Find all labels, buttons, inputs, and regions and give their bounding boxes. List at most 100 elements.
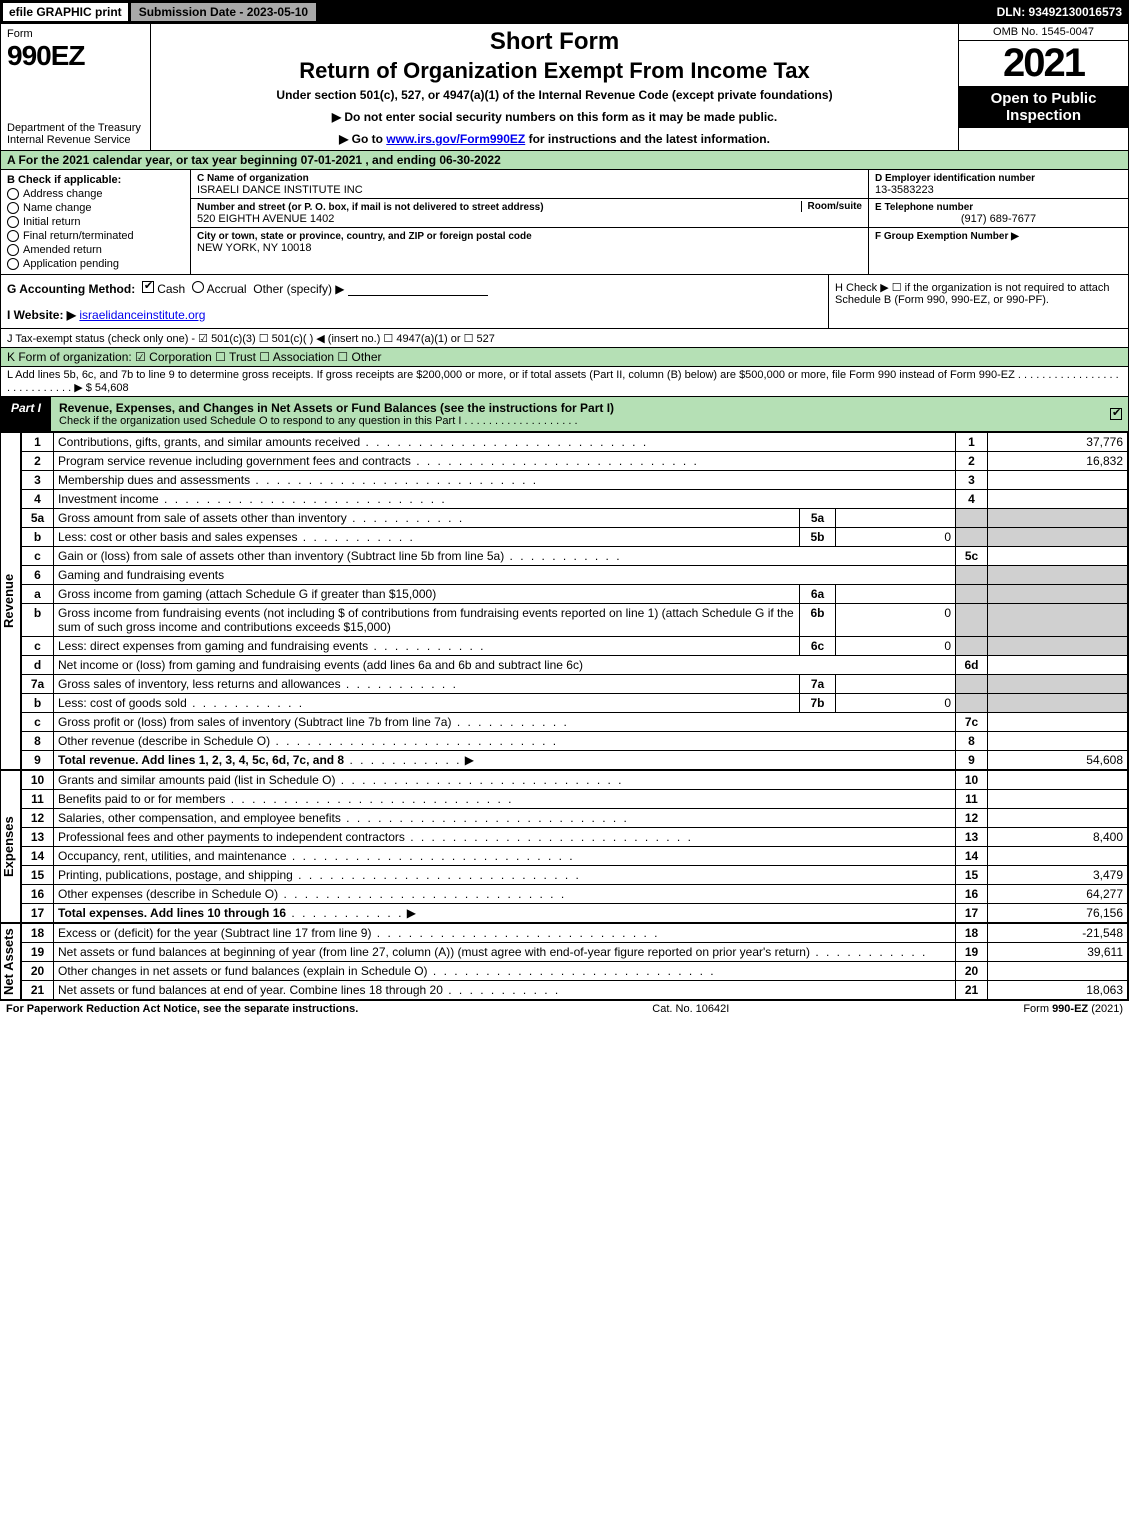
irs-link[interactable]: www.irs.gov/Form990EZ <box>386 132 525 146</box>
city-state-zip: NEW YORK, NY 10018 <box>197 242 312 254</box>
side-revenue: Revenue <box>1 432 21 770</box>
ein-label: D Employer identification number <box>875 173 1035 184</box>
chk-address-change[interactable]: Address change <box>7 188 184 200</box>
arrow2-post: for instructions and the latest informat… <box>525 132 770 146</box>
department: Department of the Treasury Internal Reve… <box>7 122 144 146</box>
ein-value: 13-3583223 <box>875 184 934 196</box>
expenses-group: Expenses 10Grants and similar amounts pa… <box>1 770 1128 923</box>
submission-date: Submission Date - 2023-05-10 <box>130 2 317 22</box>
line-9: 9Total revenue. Add lines 1, 2, 3, 4, 5c… <box>22 751 1128 770</box>
row-l-gross-receipts: L Add lines 5b, 6c, and 7b to line 9 to … <box>1 367 1128 397</box>
line-6c: cLess: direct expenses from gaming and f… <box>22 637 1128 656</box>
part1-schedule-o-check[interactable] <box>1110 408 1122 420</box>
i-website-label: I Website: ▶ <box>7 308 76 322</box>
section-bcdef: B Check if applicable: Address change Na… <box>1 170 1128 275</box>
line-21: 21Net assets or fund balances at end of … <box>22 981 1128 1000</box>
org-name: ISRAELI DANCE INSTITUTE INC <box>197 184 363 196</box>
line-6: 6Gaming and fundraising events <box>22 566 1128 585</box>
f-group-exemption: F Group Exemption Number ▶ <box>869 228 1128 244</box>
line-3: 3Membership dues and assessments3 <box>22 471 1128 490</box>
footer-center: Cat. No. 10642I <box>652 1003 729 1015</box>
c-city: City or town, state or province, country… <box>191 228 868 256</box>
footer: For Paperwork Reduction Act Notice, see … <box>0 1001 1129 1017</box>
line-19: 19Net assets or fund balances at beginni… <box>22 943 1128 962</box>
line-1: 1Contributions, gifts, grants, and simil… <box>22 433 1128 452</box>
netassets-table: 18Excess or (deficit) for the year (Subt… <box>21 923 1128 1000</box>
h-check: H Check ▶ ☐ if the organization is not r… <box>828 275 1128 328</box>
chk-initial-return[interactable]: Initial return <box>7 216 184 228</box>
tel-value: (917) 689-7677 <box>875 213 1122 225</box>
line-2: 2Program service revenue including gover… <box>22 452 1128 471</box>
website-link[interactable]: israelidanceinstitute.org <box>79 308 205 322</box>
row-a-tax-year: A For the 2021 calendar year, or tax yea… <box>1 151 1128 170</box>
line-6b: bGross income from fundraising events (n… <box>22 604 1128 637</box>
c-street: Number and street (or P. O. box, if mail… <box>191 199 868 228</box>
g-accounting: G Accounting Method: Cash Accrual Other … <box>1 275 828 328</box>
chk-amended-return[interactable]: Amended return <box>7 244 184 256</box>
part-1-title: Revenue, Expenses, and Changes in Net As… <box>51 397 1104 431</box>
e-telephone: E Telephone number (917) 689-7677 <box>869 199 1128 228</box>
form-number: 990EZ <box>7 40 144 72</box>
arrow-line-2: ▶ Go to www.irs.gov/Form990EZ for instru… <box>161 132 948 146</box>
b-header: B Check if applicable: <box>7 174 184 186</box>
line-18: 18Excess or (deficit) for the year (Subt… <box>22 924 1128 943</box>
line-14: 14Occupancy, rent, utilities, and mainte… <box>22 847 1128 866</box>
dln: DLN: 93492130016573 <box>991 3 1128 21</box>
chk-final-return[interactable]: Final return/terminated <box>7 230 184 242</box>
col-b: B Check if applicable: Address change Na… <box>1 170 191 274</box>
arrow2-pre: ▶ Go to <box>339 132 386 146</box>
d-ein: D Employer identification number 13-3583… <box>869 170 1128 199</box>
other-specify-blank <box>348 284 488 296</box>
c-street-label: Number and street (or P. O. box, if mail… <box>197 202 544 213</box>
chk-accrual[interactable] <box>192 281 204 293</box>
footer-right: Form 990-EZ (2021) <box>1023 1003 1123 1015</box>
form-990ez: efile GRAPHIC print Submission Date - 20… <box>0 0 1129 1001</box>
part-1-sub: Check if the organization used Schedule … <box>59 415 1096 427</box>
netassets-group: Net Assets 18Excess or (deficit) for the… <box>1 923 1128 1000</box>
line-17: 17Total expenses. Add lines 10 through 1… <box>22 904 1128 923</box>
c-name: C Name of organization ISRAELI DANCE INS… <box>191 170 868 199</box>
chk-name-change[interactable]: Name change <box>7 202 184 214</box>
arrow-line-1: ▶ Do not enter social security numbers o… <box>161 110 948 124</box>
street-address: 520 EIGHTH AVENUE 1402 <box>197 213 334 225</box>
line-6d: dNet income or (loss) from gaming and fu… <box>22 656 1128 675</box>
top-bar: efile GRAPHIC print Submission Date - 20… <box>1 1 1128 24</box>
line-4: 4Investment income4 <box>22 490 1128 509</box>
line-7b: bLess: cost of goods sold7b0 <box>22 694 1128 713</box>
line-13: 13Professional fees and other payments t… <box>22 828 1128 847</box>
g-label: G Accounting Method: <box>7 282 135 296</box>
under-section: Under section 501(c), 527, or 4947(a)(1)… <box>161 88 948 102</box>
title-short-form: Short Form <box>161 28 948 56</box>
line-7c: cGross profit or (loss) from sales of in… <box>22 713 1128 732</box>
part-1-header: Part I Revenue, Expenses, and Changes in… <box>1 397 1128 432</box>
efile-pill: efile GRAPHIC print <box>2 2 129 22</box>
chk-application-pending[interactable]: Application pending <box>7 258 184 270</box>
line-16: 16Other expenses (describe in Schedule O… <box>22 885 1128 904</box>
line-8: 8Other revenue (describe in Schedule O)8 <box>22 732 1128 751</box>
open-to-public: Open to Public Inspection <box>959 86 1128 128</box>
line-15: 15Printing, publications, postage, and s… <box>22 866 1128 885</box>
part-1-tag: Part I <box>1 397 51 431</box>
line-10: 10Grants and similar amounts paid (list … <box>22 771 1128 790</box>
title-return: Return of Organization Exempt From Incom… <box>161 58 948 84</box>
line-6a: aGross income from gaming (attach Schedu… <box>22 585 1128 604</box>
line-11: 11Benefits paid to or for members11 <box>22 790 1128 809</box>
line-5a: 5aGross amount from sale of assets other… <box>22 509 1128 528</box>
line-5b: bLess: cost or other basis and sales exp… <box>22 528 1128 547</box>
row-gh: G Accounting Method: Cash Accrual Other … <box>1 275 1128 329</box>
line-12: 12Salaries, other compensation, and empl… <box>22 809 1128 828</box>
chk-cash[interactable] <box>142 281 154 293</box>
roomsuite-label: Room/suite <box>801 201 862 212</box>
line-20: 20Other changes in net assets or fund ba… <box>22 962 1128 981</box>
grp-label: F Group Exemption Number ▶ <box>875 231 1019 242</box>
row-j-tax-exempt: J Tax-exempt status (check only one) - ☑… <box>1 329 1128 348</box>
tax-year: 2021 <box>959 41 1128 86</box>
side-netassets: Net Assets <box>1 923 21 1000</box>
expenses-table: 10Grants and similar amounts paid (list … <box>21 770 1128 923</box>
c-city-label: City or town, state or province, country… <box>197 231 532 242</box>
side-expenses: Expenses <box>1 770 21 923</box>
revenue-group: Revenue 1Contributions, gifts, grants, a… <box>1 432 1128 770</box>
tel-label: E Telephone number <box>875 202 973 213</box>
c-name-label: C Name of organization <box>197 173 309 184</box>
row-k-form-org: K Form of organization: ☑ Corporation ☐ … <box>1 348 1128 367</box>
